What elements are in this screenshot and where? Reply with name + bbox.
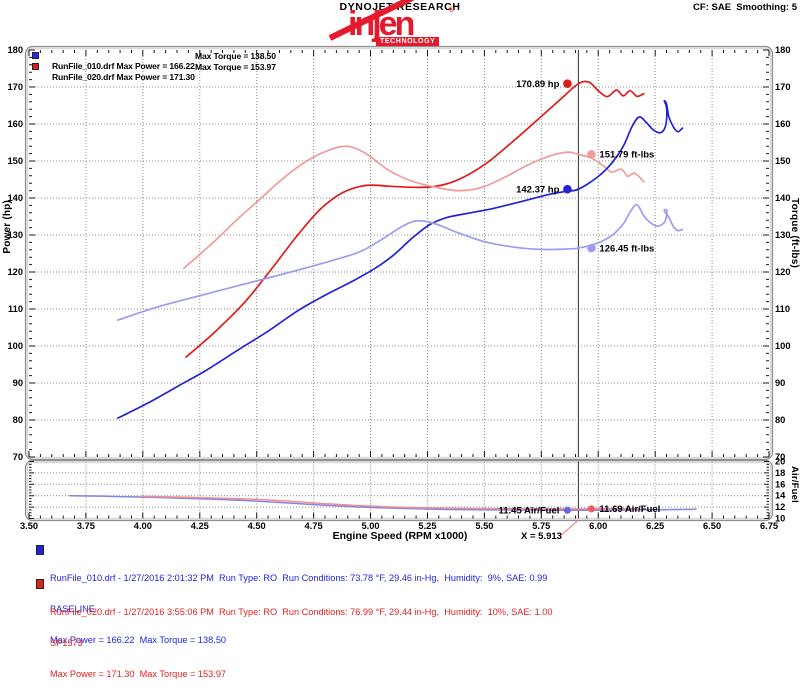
legend-max-power: Max Power = 171.30 <box>116 71 195 82</box>
registered-mark: ® <box>448 7 454 14</box>
injen-logo: injen ® TECHNOLOGY <box>328 0 466 48</box>
marker-dot <box>587 243 596 253</box>
rpm-axis-title: Engine Speed (RPM x1000) <box>332 530 468 542</box>
correction-settings: CF: SAE Smoothing: 5 <box>693 2 797 13</box>
airfuel-tick-label: 16 <box>775 479 785 489</box>
logo-wordmark: injen <box>348 5 415 43</box>
torque-tick-label: 140 <box>775 193 791 203</box>
power-tick-label: 70 <box>13 452 23 462</box>
run2-color-chip <box>32 62 39 70</box>
marker-label: 142.37 hp <box>516 184 559 195</box>
cursor-leader-line <box>559 520 578 537</box>
axis-ticks <box>28 49 770 519</box>
marker-label: 11.45 Air/Fuel <box>499 505 560 516</box>
marker-dot <box>563 506 572 514</box>
power-tick-label: 160 <box>7 119 23 129</box>
legend-row: RunFile_020.drf Max Power = 171.30 Max To… <box>32 62 276 82</box>
power-tick-label: 110 <box>8 304 23 314</box>
airfuel-tick-label: 20 <box>775 457 785 467</box>
power-tick-label: 80 <box>13 415 23 425</box>
torque-tick-label: 180 <box>775 45 791 55</box>
power-tick-label: 120 <box>7 267 23 277</box>
run2-max-values: Max Power = 171.30 Max Torque = 153.97 <box>50 669 227 680</box>
airfuel-tick-label: 10 <box>775 514 785 524</box>
rpm-tick-label: 5.50 <box>475 521 493 531</box>
rpm-tick-label: 5.00 <box>361 521 379 531</box>
main-plot-area[interactable] <box>24 45 774 461</box>
power-tick-label: 180 <box>7 45 23 55</box>
airfuel-plot-area[interactable] <box>24 459 774 522</box>
torque-tick-label: 110 <box>775 304 790 314</box>
series-runfile-010-drf-torque <box>116 203 684 321</box>
marker-dot <box>563 79 572 89</box>
run2-info-chip <box>36 579 44 589</box>
run1-conditions: RunFile_010.drf - 1/27/2016 2:01:32 PM R… <box>50 573 548 583</box>
marker-label: 11.69 Air/Fuel <box>599 504 660 515</box>
marker-label: 170.89 hp <box>516 79 559 90</box>
rpm-tick-label: 6.00 <box>589 521 607 531</box>
marker-label: 151.79 ft-lbs <box>599 150 654 161</box>
airfuel-tick-label: 12 <box>775 502 785 512</box>
torque-tick-label: 150 <box>775 156 791 166</box>
marker-dot <box>563 184 572 194</box>
airfuel-axis-title: Air/Fuel <box>789 466 800 503</box>
power-axis-title: Power (hp) <box>2 200 13 254</box>
legend-max-torque: Max Torque = 153.97 <box>195 61 276 72</box>
legend-run-file: RunFile_010.drf <box>51 61 115 71</box>
rpm-tick-label: 4.25 <box>191 521 209 531</box>
torque-tick-label: 120 <box>775 267 791 277</box>
torque-tick-label: 70 <box>775 452 785 462</box>
legend-max-power: Max Power = 166.22 <box>116 61 195 71</box>
legend-run-file: RunFile_020.drf <box>51 71 115 82</box>
rpm-tick-label: 3.75 <box>77 521 95 531</box>
marker-label: 126.45 ft-lbs <box>599 243 654 254</box>
series-runfile-020-drf-torque <box>182 145 645 270</box>
rpm-tick-label: 4.50 <box>248 521 266 531</box>
power-tick-label: 170 <box>7 82 23 92</box>
power-tick-label: 100 <box>7 341 23 351</box>
rpm-tick-label: 6.50 <box>703 521 721 531</box>
torque-tick-label: 100 <box>775 341 791 351</box>
run1-color-chip <box>32 52 39 59</box>
series-runfile-020-drf-power <box>185 80 645 358</box>
rpm-tick-label: 5.75 <box>532 521 550 531</box>
rpm-tick-label: 6.75 <box>760 521 778 531</box>
power-tick-label: 150 <box>7 156 23 166</box>
run2-info: RunFile_020.drf - 1/27/2016 3:55:06 PM R… <box>36 577 552 691</box>
torque-tick-label: 130 <box>775 230 791 240</box>
power-tick-label: 140 <box>7 193 23 203</box>
torque-tick-label: 170 <box>775 82 791 92</box>
rpm-tick-label: 4.75 <box>305 521 323 531</box>
rpm-tick-label: 6.25 <box>646 521 664 531</box>
run1-info-chip <box>36 545 44 555</box>
torque-tick-label: 160 <box>775 119 791 129</box>
marker-dot <box>587 505 596 513</box>
rpm-tick-label: 3.50 <box>20 521 38 531</box>
main-plot-area-bevel <box>26 47 772 459</box>
torque-axis-title: Torque (ft-lbs) <box>789 198 800 269</box>
run-legend: RunFile_010.drf Max Power = 166.22 Max To… <box>32 51 276 82</box>
rpm-tick-label: 4.00 <box>134 521 152 531</box>
torque-tick-label: 80 <box>775 415 785 425</box>
dyno-chart-canvas: 180 170 160 150 140 130 120 110 100 90 80 70 180 170 1… <box>7 45 791 537</box>
legend-max-torque: Max Torque = 138.50 <box>195 51 276 61</box>
series-runfile-010-drf-air-fuel <box>69 494 697 511</box>
logo-subtitle: TECHNOLOGY <box>376 37 440 46</box>
marker-dot <box>587 150 596 159</box>
cursor-x-readout: X = 5.913 <box>521 531 562 542</box>
legend-row: RunFile_010.drf Max Power = 166.22 Max To… <box>32 51 276 71</box>
run2-label: SP1573 <box>50 638 83 649</box>
airfuel-tick-label: 14 <box>775 491 786 501</box>
airfuel-tick-label: 18 <box>775 468 785 478</box>
airfuel-plot-area-bevel <box>26 461 772 520</box>
rpm-tick-label: 5.25 <box>418 521 436 531</box>
torque-tick-label: 90 <box>775 378 785 388</box>
power-tick-label: 90 <box>13 378 23 388</box>
power-tick-label: 130 <box>7 230 23 240</box>
